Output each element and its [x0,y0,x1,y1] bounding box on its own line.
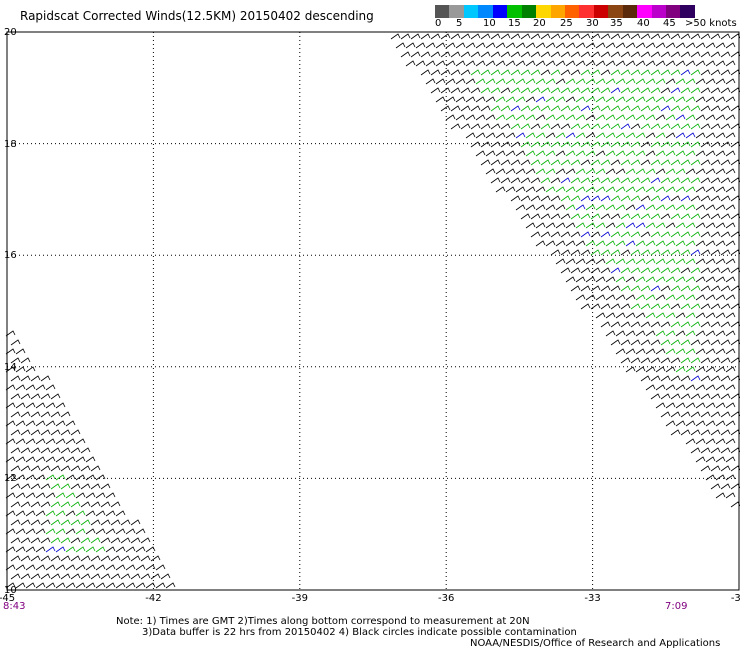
legend-swatch [435,5,450,18]
legend-label: 25 [560,18,573,29]
wind-barbs [5,33,740,589]
legend-swatch [651,5,666,18]
lat-tick-label: 20 [4,27,17,38]
wind-speed-legend-labels: 0 5 10 15 20 25 30 35 40 45 >50 knots [430,18,737,32]
legend-swatch [507,5,522,18]
legend-swatch [463,5,479,18]
legend-swatch [666,5,681,18]
legend-swatch [564,5,580,18]
wind-swath [390,33,740,508]
legend-swatch [492,5,508,18]
legend-swatch [550,5,565,18]
lon-tick-label: -42 [145,593,162,604]
lon-tick-label: -45 [0,593,16,604]
credit-line: NOAA/NESDIS/Office of Research and Appli… [470,638,721,649]
legend-swatch [478,5,493,18]
note-line-1: Note: 1) Times are GMT 2)Times along bot… [116,616,530,627]
legend-label: 45 [663,18,676,29]
lon-tick-label: -33 [584,593,601,604]
lat-tick-label: 18 [4,138,17,150]
lat-tick-label: 16 [4,250,17,262]
legend-swatch [608,5,623,18]
legend-label: 35 [610,18,623,29]
legend-swatch [579,5,594,18]
legend-label: 5 [456,18,463,29]
legend-label: 20 [533,18,546,29]
legend-swatch [680,5,695,18]
note-line-2: 3)Data buffer is 22 hrs from 20150402 4)… [142,627,577,638]
legend-label: 10 [483,18,496,29]
legend-swatch [521,5,537,18]
lon-tick-label: -39 [291,593,308,604]
map-title: Rapidscat Corrected Winds(12.5KM) 201504… [20,9,374,23]
plot-frame [6,31,740,591]
wind-swath [5,330,176,589]
lat-tick-label: 14 [4,361,17,373]
legend-label: 30 [586,18,599,29]
lat-tick-label: 12 [4,473,17,485]
legend-label: 0 [435,18,442,29]
legend-label: >50 knots [685,18,737,29]
legend-label: 15 [508,18,521,29]
map-grid [6,31,740,591]
wind-speed-legend [435,5,695,18]
lon-tick-label: -30 [730,593,740,604]
legend-swatch [622,5,638,18]
swath-time-left: 8:43 [3,601,26,612]
lat-tick-label: 10 [4,585,17,596]
lon-tick-label: -36 [438,593,455,604]
notes: Note: 1) Times are GMT 2)Times along bot… [116,616,577,638]
legend-swatch [449,5,464,18]
swath-time-right: 7:09 [665,601,688,612]
legend-label: 40 [637,18,650,29]
legend-swatch [593,5,609,18]
legend-swatch [637,5,652,18]
legend-swatch [536,5,551,18]
